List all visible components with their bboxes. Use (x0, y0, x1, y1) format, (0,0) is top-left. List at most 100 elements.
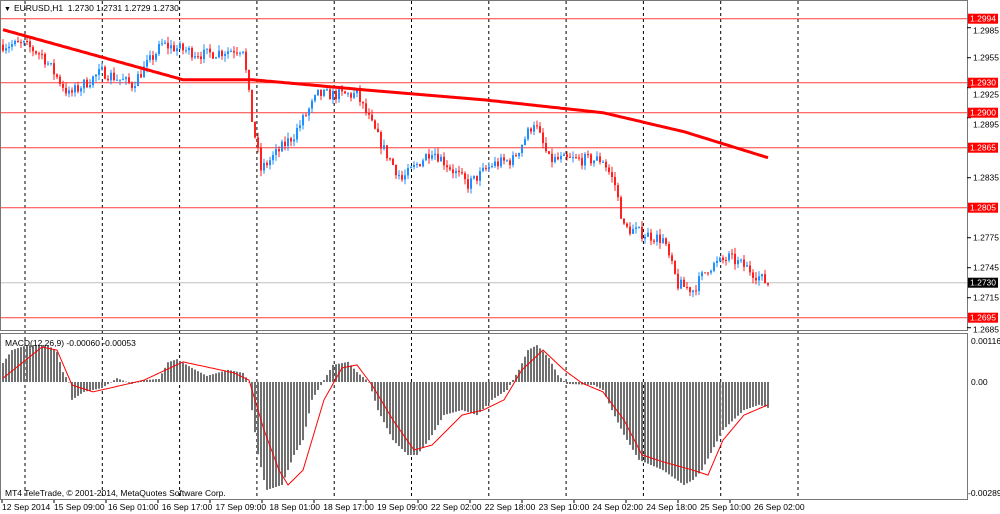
macd-histogram-bar (593, 382, 595, 386)
macd-histogram-bar (47, 345, 49, 382)
candle-body (101, 66, 103, 70)
candle-body (203, 49, 205, 60)
macd-histogram-bar (209, 375, 211, 382)
candle-body (191, 48, 193, 58)
horizontal-levels[interactable] (0, 18, 967, 319)
candle-body (545, 143, 547, 152)
time-label: 22 Sep 18:00 (485, 502, 536, 512)
level-price-label: 1.2900 (970, 108, 996, 118)
macd-histogram-bar (146, 379, 148, 382)
candle-body (251, 89, 253, 122)
candle-body (437, 153, 439, 162)
macd-histogram-bar (23, 346, 25, 382)
candle-body (335, 90, 337, 100)
macd-histogram-bar (542, 351, 544, 382)
macd-histogram-bar (410, 382, 412, 455)
time-label: 16 Sep 17:00 (162, 502, 213, 512)
macd-histogram-bar (221, 371, 223, 382)
macd-histogram-bar (404, 382, 406, 452)
macd-histogram-bar (323, 380, 325, 382)
macd-histogram-bar (449, 382, 451, 414)
candle-body (668, 244, 670, 256)
candle-body (728, 253, 730, 261)
candle-body (734, 253, 736, 265)
moving-average-line (2, 28, 769, 160)
macd-histogram-bar (26, 345, 28, 382)
candle-body (683, 279, 685, 287)
candle-body (494, 161, 496, 167)
candle-body (395, 164, 397, 176)
candle-body (527, 128, 529, 140)
macd-histogram-bar (716, 382, 718, 442)
macd-histogram-bar (29, 345, 31, 382)
candle-body (41, 53, 43, 55)
candle-body (374, 120, 376, 129)
macd-histogram-bar (158, 378, 160, 382)
candle-body (149, 55, 151, 61)
macd-histogram-bar (326, 375, 328, 382)
macd-histogram-bar (566, 382, 568, 384)
candle-body (332, 90, 334, 100)
macd-histogram-bar (680, 382, 682, 483)
candle-body (719, 257, 721, 261)
macd-histogram-bar (125, 381, 127, 383)
macd-histogram-bar (620, 382, 622, 429)
macd-histogram-bar (245, 377, 247, 382)
macd-histogram-bar (683, 382, 685, 485)
candle-body (710, 270, 712, 273)
macd-histogram-bar (305, 382, 307, 427)
time-label: 26 Sep 02:00 (754, 502, 805, 512)
candle-body (23, 41, 25, 43)
candle-body (707, 272, 709, 274)
macd-histogram-bar (356, 372, 358, 382)
ohlc-values: 1.2730 1.2731 1.2729 1.2730 (67, 3, 179, 13)
candle-body (566, 154, 568, 157)
macd-histogram-bar (86, 382, 88, 392)
candle-body (422, 160, 424, 167)
candle-body (413, 164, 415, 168)
candle-body (506, 160, 508, 162)
macd-histogram-bar (527, 350, 529, 382)
macd-histogram-bar (113, 380, 115, 382)
macd-histogram-bar (584, 382, 586, 385)
candle-body (509, 160, 511, 165)
candle-body (401, 175, 403, 180)
macd-histogram-bar (239, 372, 241, 382)
macd-histogram-bar (329, 369, 331, 382)
time-label: 12 Sep 2014 (2, 502, 50, 512)
candle-body (290, 138, 292, 142)
time-label: 23 Sep 10:00 (539, 502, 590, 512)
dropdown-triangle-icon[interactable]: ▼ (4, 6, 11, 13)
candle-body (242, 51, 244, 53)
level-price-label: 1.2805 (970, 203, 996, 213)
candle-body (17, 40, 19, 43)
macd-histogram-bar (284, 382, 286, 478)
candle-body (173, 45, 175, 52)
macd-histogram-bar (629, 382, 631, 445)
macd-histogram-bar (281, 382, 283, 485)
macd-histogram-bar (407, 382, 409, 455)
candle-body (449, 167, 451, 170)
candle-body (629, 226, 631, 234)
time-label: 16 Sep 01:00 (108, 502, 159, 512)
macd-axis-zero: 0.00 (971, 377, 988, 387)
candle-body (695, 290, 697, 292)
candle-body (599, 156, 601, 163)
macd-histogram-bar (287, 382, 289, 470)
candle-body (215, 57, 217, 59)
macd-histogram-bar (563, 380, 565, 382)
candle-body (431, 155, 433, 159)
macd-histogram-bar (293, 382, 295, 455)
candle-body (656, 234, 658, 242)
candle-body (755, 277, 757, 281)
candle-body (209, 48, 211, 53)
candle-body (302, 115, 304, 126)
candle-body (659, 234, 661, 243)
candle-body (482, 167, 484, 171)
macd-histogram-bar (65, 377, 67, 382)
macd-histogram-bar (164, 367, 166, 382)
macd-histogram-bar (188, 366, 190, 382)
candle-body (287, 138, 289, 147)
macd-histogram-bar (197, 371, 199, 382)
